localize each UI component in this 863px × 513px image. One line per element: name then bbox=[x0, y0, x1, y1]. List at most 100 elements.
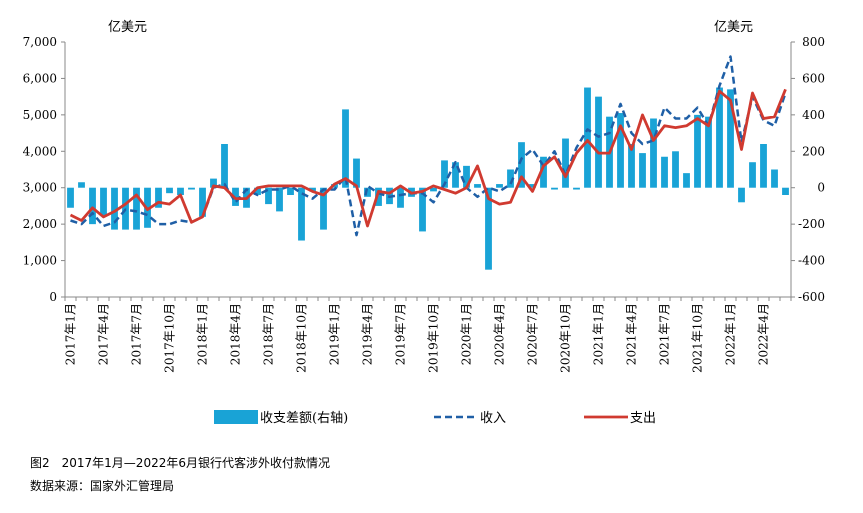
line-series bbox=[69, 55, 787, 237]
right-tick-label: 600 bbox=[802, 71, 825, 85]
bar bbox=[89, 187, 96, 225]
bar bbox=[353, 158, 360, 188]
bar bbox=[716, 87, 723, 188]
bar bbox=[661, 156, 668, 188]
bar bbox=[78, 182, 85, 188]
bar bbox=[749, 162, 756, 188]
x-tick-label: 2020年1月 bbox=[460, 303, 474, 365]
bar bbox=[166, 187, 173, 194]
bar bbox=[617, 113, 624, 188]
bar bbox=[430, 187, 437, 192]
bar bbox=[364, 187, 371, 197]
bar bbox=[738, 187, 745, 203]
bar bbox=[628, 144, 635, 188]
x-tick-label: 2022年4月 bbox=[757, 303, 771, 365]
series-line bbox=[70, 55, 787, 237]
x-tick-label: 2022年1月 bbox=[724, 303, 738, 365]
bar bbox=[210, 178, 217, 188]
right-tick-label: 0 bbox=[817, 181, 825, 195]
bar bbox=[507, 169, 514, 188]
bar bbox=[254, 187, 261, 195]
bar bbox=[287, 187, 294, 195]
x-tick-label: 2021年7月 bbox=[658, 303, 672, 365]
x-tick-label: 2017年10月 bbox=[163, 303, 177, 373]
x-tick-label: 2019年7月 bbox=[394, 303, 408, 365]
left-tick-label: 6,000 bbox=[23, 71, 57, 85]
bar bbox=[595, 96, 602, 188]
bar bbox=[694, 114, 701, 188]
right-tick-label: -400 bbox=[798, 254, 825, 268]
bar bbox=[441, 160, 448, 188]
bar bbox=[496, 184, 503, 188]
bar bbox=[705, 116, 712, 188]
bar bbox=[342, 109, 349, 188]
bar bbox=[650, 118, 657, 188]
bar bbox=[309, 187, 316, 192]
legend-swatch-balance bbox=[214, 410, 258, 424]
data-source: 数据来源：国家外汇管理局 bbox=[30, 479, 175, 493]
bar bbox=[111, 187, 118, 230]
bar bbox=[463, 165, 470, 188]
series-line bbox=[69, 88, 787, 228]
right-tick-label: -600 bbox=[798, 290, 825, 304]
bar bbox=[584, 87, 591, 188]
bar bbox=[518, 142, 525, 188]
bar bbox=[540, 156, 547, 188]
legend: 收支差额(右轴) 收入 支出 bbox=[214, 410, 656, 426]
x-tick-label: 2018年4月 bbox=[229, 303, 243, 365]
right-tick-label: 800 bbox=[802, 35, 825, 49]
x-tick-label: 2018年7月 bbox=[262, 303, 276, 365]
left-tick-label: 7,000 bbox=[23, 35, 57, 49]
bar bbox=[221, 144, 228, 188]
left-axis-unit: 亿美元 bbox=[108, 20, 147, 35]
bar bbox=[573, 187, 580, 190]
bar bbox=[562, 138, 569, 188]
figure-caption: 图2 2017年1月—2022年6月银行代客涉外收付款情况 bbox=[30, 456, 330, 470]
legend-label-balance: 收支差额(右轴) bbox=[260, 411, 348, 426]
left-tick-label: 4,000 bbox=[23, 144, 57, 158]
left-tick-label: 2,000 bbox=[23, 217, 57, 231]
bar bbox=[265, 187, 272, 205]
x-tick-label: 2018年1月 bbox=[196, 303, 210, 365]
chart: 亿美元 亿美元 0 1,000 2,000 3,000 4,000 5,000 6,000 7… bbox=[23, 20, 825, 426]
bar bbox=[375, 187, 382, 206]
bar bbox=[771, 169, 778, 188]
right-tick-label: 400 bbox=[802, 108, 825, 122]
x-tick-label: 2020年4月 bbox=[493, 303, 507, 365]
x-tick-label: 2021年10月 bbox=[691, 303, 705, 373]
bar bbox=[133, 187, 140, 230]
bar bbox=[188, 187, 195, 190]
x-tick-label: 2017年7月 bbox=[130, 303, 144, 365]
x-tick-label: 2021年1月 bbox=[592, 303, 606, 365]
bar bbox=[452, 162, 459, 188]
x-tick-label: 2017年4月 bbox=[97, 303, 111, 365]
left-tick-label: 1,000 bbox=[23, 254, 57, 268]
x-tick-label: 2019年1月 bbox=[328, 303, 342, 365]
bar bbox=[199, 187, 206, 217]
left-tick-label: 0 bbox=[49, 290, 57, 304]
x-tick-label: 2020年7月 bbox=[526, 303, 540, 365]
bar bbox=[474, 184, 481, 188]
bar bbox=[760, 144, 767, 188]
legend-label-income: 收入 bbox=[480, 411, 506, 426]
bar bbox=[551, 187, 558, 190]
bar bbox=[298, 187, 305, 241]
bar bbox=[276, 187, 283, 212]
left-tick-label: 5,000 bbox=[23, 108, 57, 122]
left-tick-label: 3,000 bbox=[23, 181, 57, 195]
axes: 0 1,000 2,000 3,000 4,000 5,000 6,000 7,000 -600… bbox=[23, 35, 825, 373]
x-tick-label: 2019年10月 bbox=[427, 303, 441, 373]
balance-bars bbox=[67, 87, 789, 270]
bar bbox=[155, 187, 162, 208]
bar bbox=[672, 151, 679, 188]
x-tick-label: 2018年10月 bbox=[295, 303, 309, 373]
x-tick-label: 2021年4月 bbox=[625, 303, 639, 365]
bar bbox=[727, 89, 734, 188]
bar bbox=[639, 153, 646, 188]
x-tick-label: 2019年4月 bbox=[361, 303, 375, 365]
legend-label-expense: 支出 bbox=[630, 411, 656, 426]
x-tick-label: 2017年1月 bbox=[64, 303, 78, 365]
bar bbox=[782, 187, 789, 195]
bar bbox=[485, 187, 492, 270]
right-axis-unit: 亿美元 bbox=[714, 20, 753, 35]
